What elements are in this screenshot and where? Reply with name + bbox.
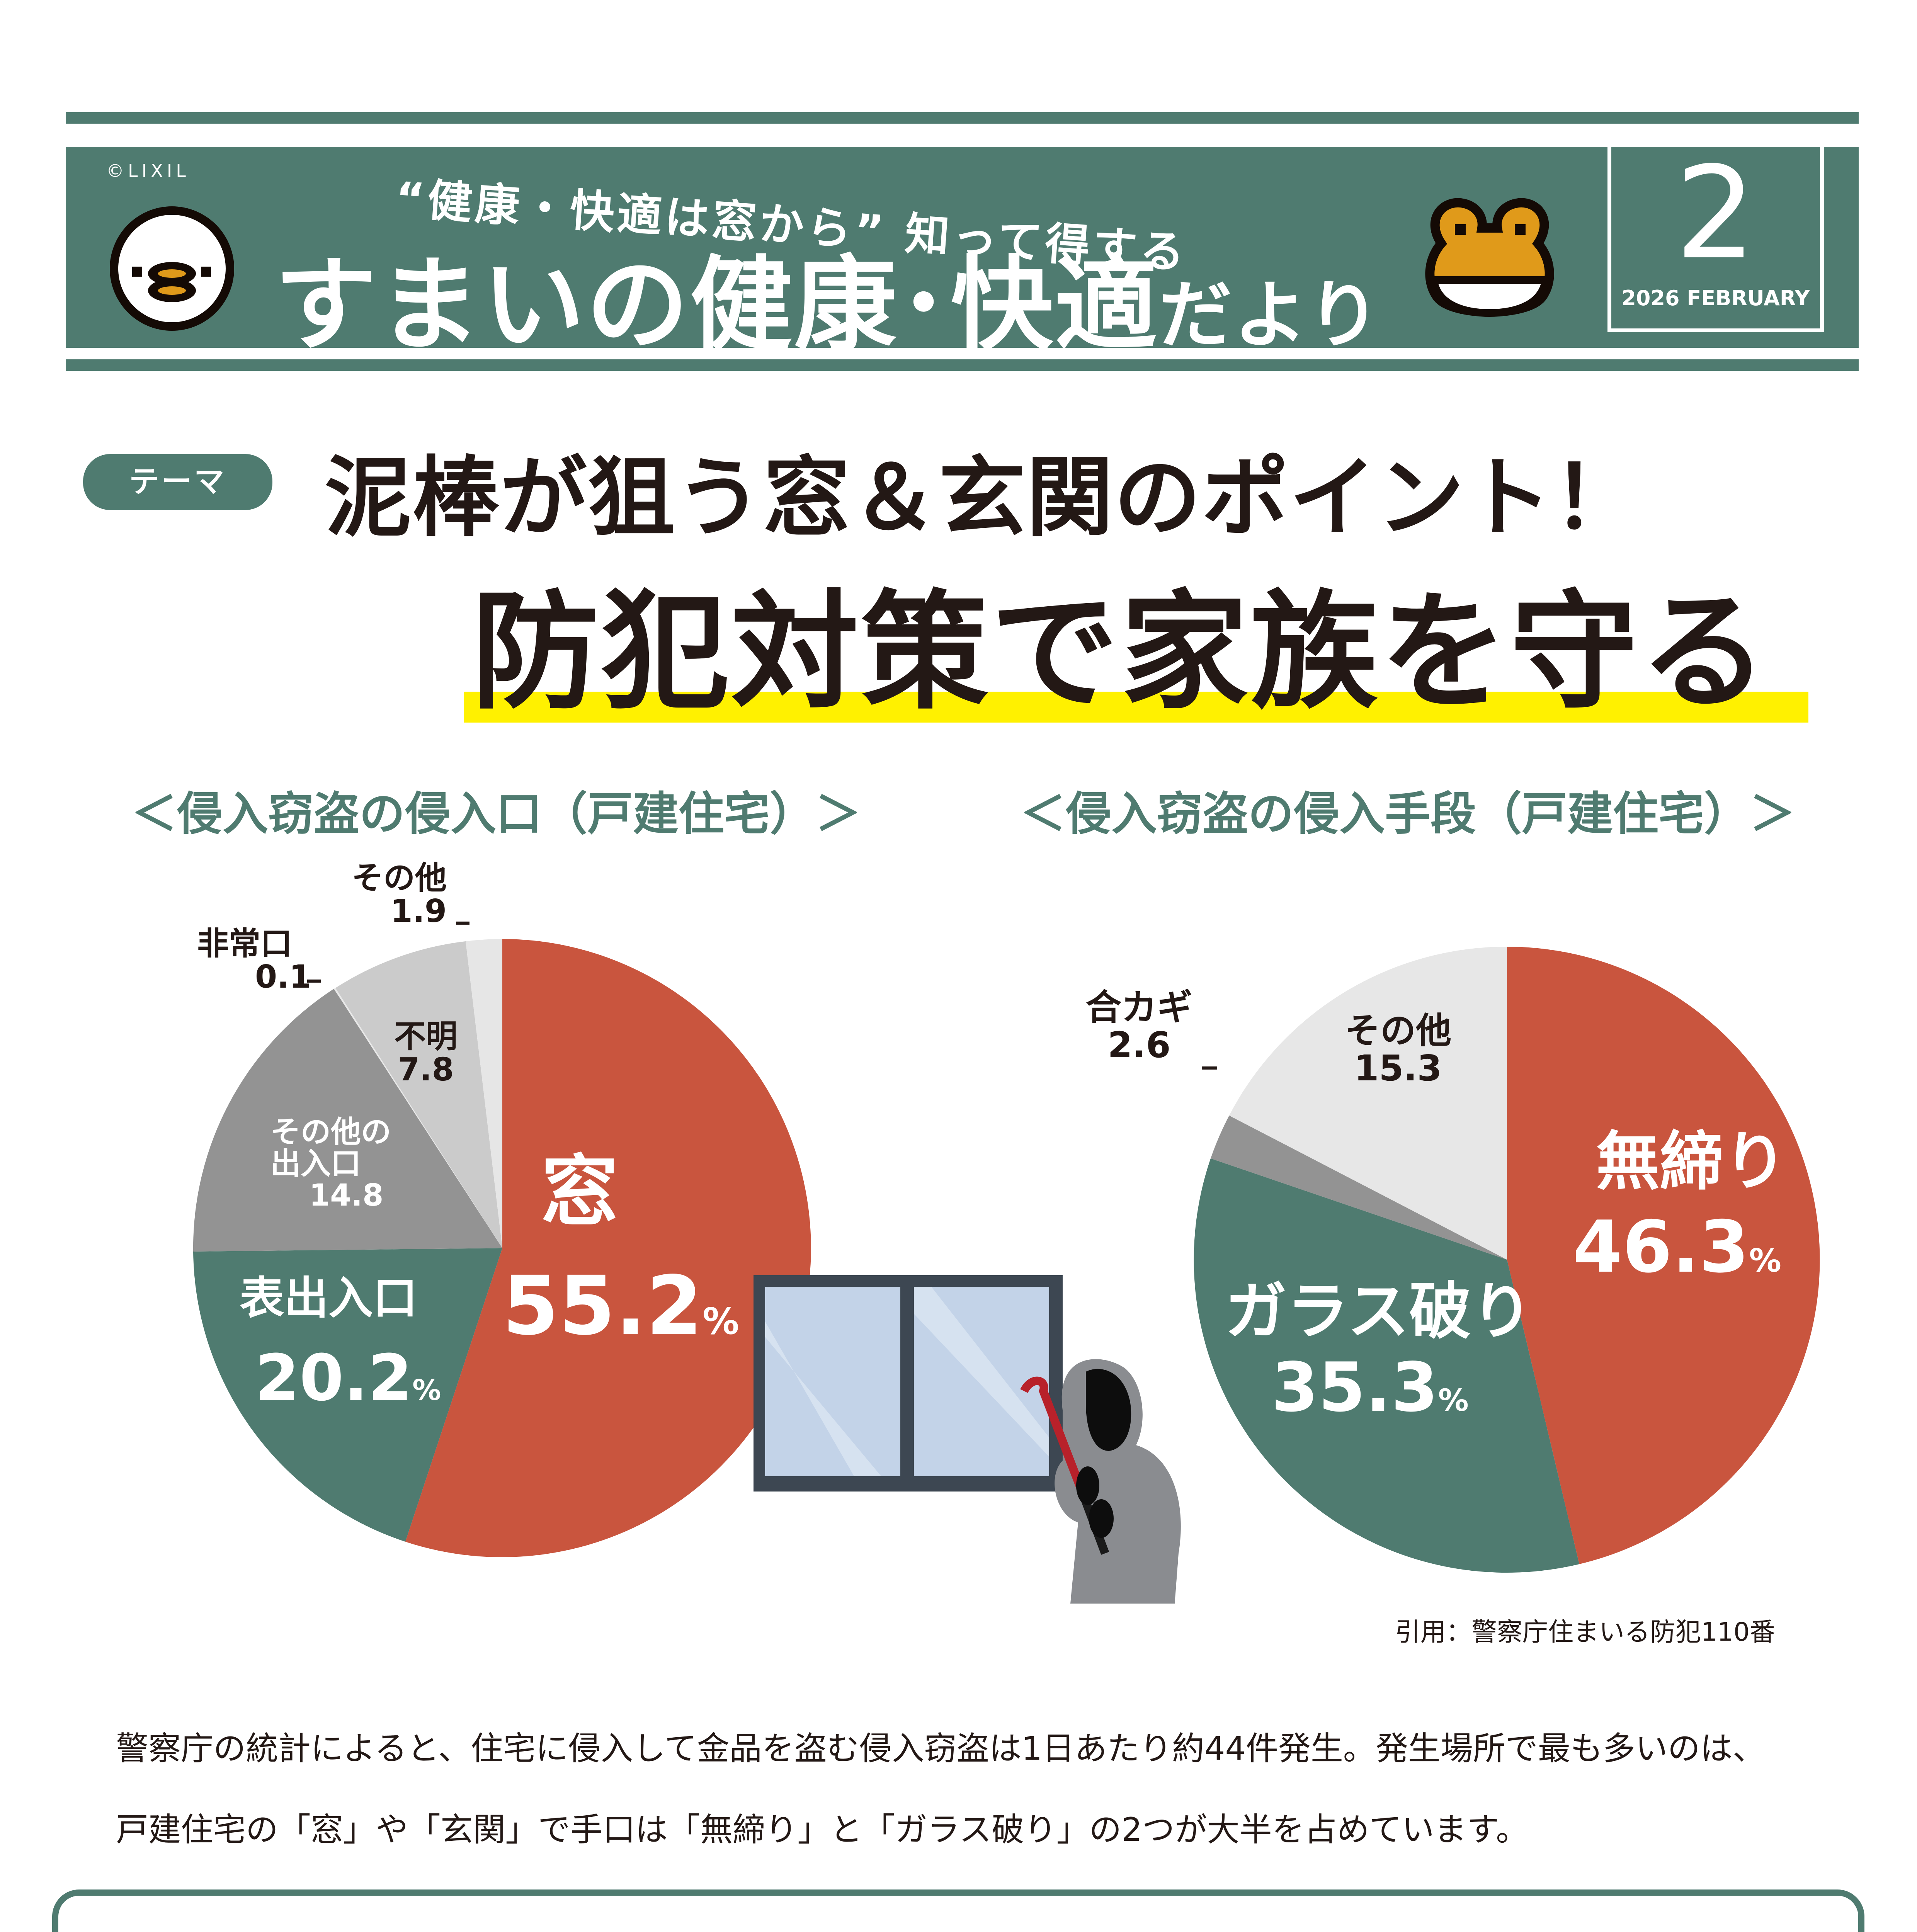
issue-date: 2026 FEBRUARY <box>1621 286 1810 310</box>
label-other: その他 1.9 <box>352 860 447 930</box>
header-bottom-rule <box>66 359 1859 371</box>
label-glass-breaking: ガラス破り <box>1225 1275 1533 1347</box>
header-banner: ©LIXIL “健康・快適は窓から” 知って得する すまいの健康･快適だより 2… <box>66 139 1859 365</box>
theme-heading: 防犯対策で家族を守る <box>471 578 1770 726</box>
heading-highlight <box>464 692 1808 723</box>
right-chart-title: ＜侵入窃盗の侵入手段（戸建住宅）＞ <box>1020 787 1796 840</box>
label-unlocked: 無締り <box>1596 1124 1787 1199</box>
frog-face-icon <box>1425 198 1554 317</box>
intro-paragraph: 警察庁の統計によると、住宅に侵入して金品を盗む侵入窃盗は1日あたり約44件発生。… <box>116 1730 1765 1849</box>
window-burglar-illustration <box>754 1275 1181 1604</box>
leader-line <box>456 922 469 925</box>
value-glass-breaking: 35.3% <box>1271 1349 1469 1427</box>
label-window: 窓 <box>541 1147 619 1237</box>
theme-subheading: 泥棒が狙う窓＆玄関のポイント！ <box>325 447 1640 549</box>
label-other-method: その他 15.3 <box>1345 1010 1452 1089</box>
box-title: 泥棒が侵入をあきらめるのは、5分間が目安！ <box>367 1928 1599 1932</box>
value-front-entrance: 20.2% <box>255 1341 441 1415</box>
label-unknown: 不明 7.8 <box>394 1018 458 1088</box>
citation: 引用：警察庁住まいる防犯110番 <box>1395 1617 1775 1647</box>
value-window: 55.2% <box>502 1259 739 1353</box>
intrusion-method-pie-chart <box>1194 947 1820 1573</box>
entry-point-pie-chart <box>193 939 811 1557</box>
label-duplicate-key: 合カギ 2.6 <box>1086 987 1193 1066</box>
label-front-entrance: 表出入口 <box>240 1272 418 1324</box>
label-other-entrance: その他の 出入口 14.8 <box>270 1115 391 1213</box>
header-top-rule <box>66 112 1859 124</box>
theme-badge: テーマ <box>83 454 272 510</box>
title-main: すまいの健康･快適 <box>274 246 1159 365</box>
five-minute-box <box>52 1889 1864 1932</box>
issue-box: 2 2026 FEBRUARY <box>1607 139 1824 332</box>
header-title: すまいの健康･快適だより <box>274 222 1382 370</box>
label-emergency-exit: 非常口 0.1 <box>197 925 311 996</box>
left-chart-title: ＜侵入窃盗の侵入口（戸建住宅）＞ <box>131 787 861 840</box>
bird-face-icon <box>110 206 234 331</box>
leader-line <box>307 980 321 983</box>
leader-line <box>1202 1066 1217 1070</box>
copyright: ©LIXIL <box>106 160 190 181</box>
title-suffix: だより <box>1158 272 1382 358</box>
issue-number: 2 <box>1675 139 1756 287</box>
value-unlocked: 46.3% <box>1573 1205 1781 1289</box>
